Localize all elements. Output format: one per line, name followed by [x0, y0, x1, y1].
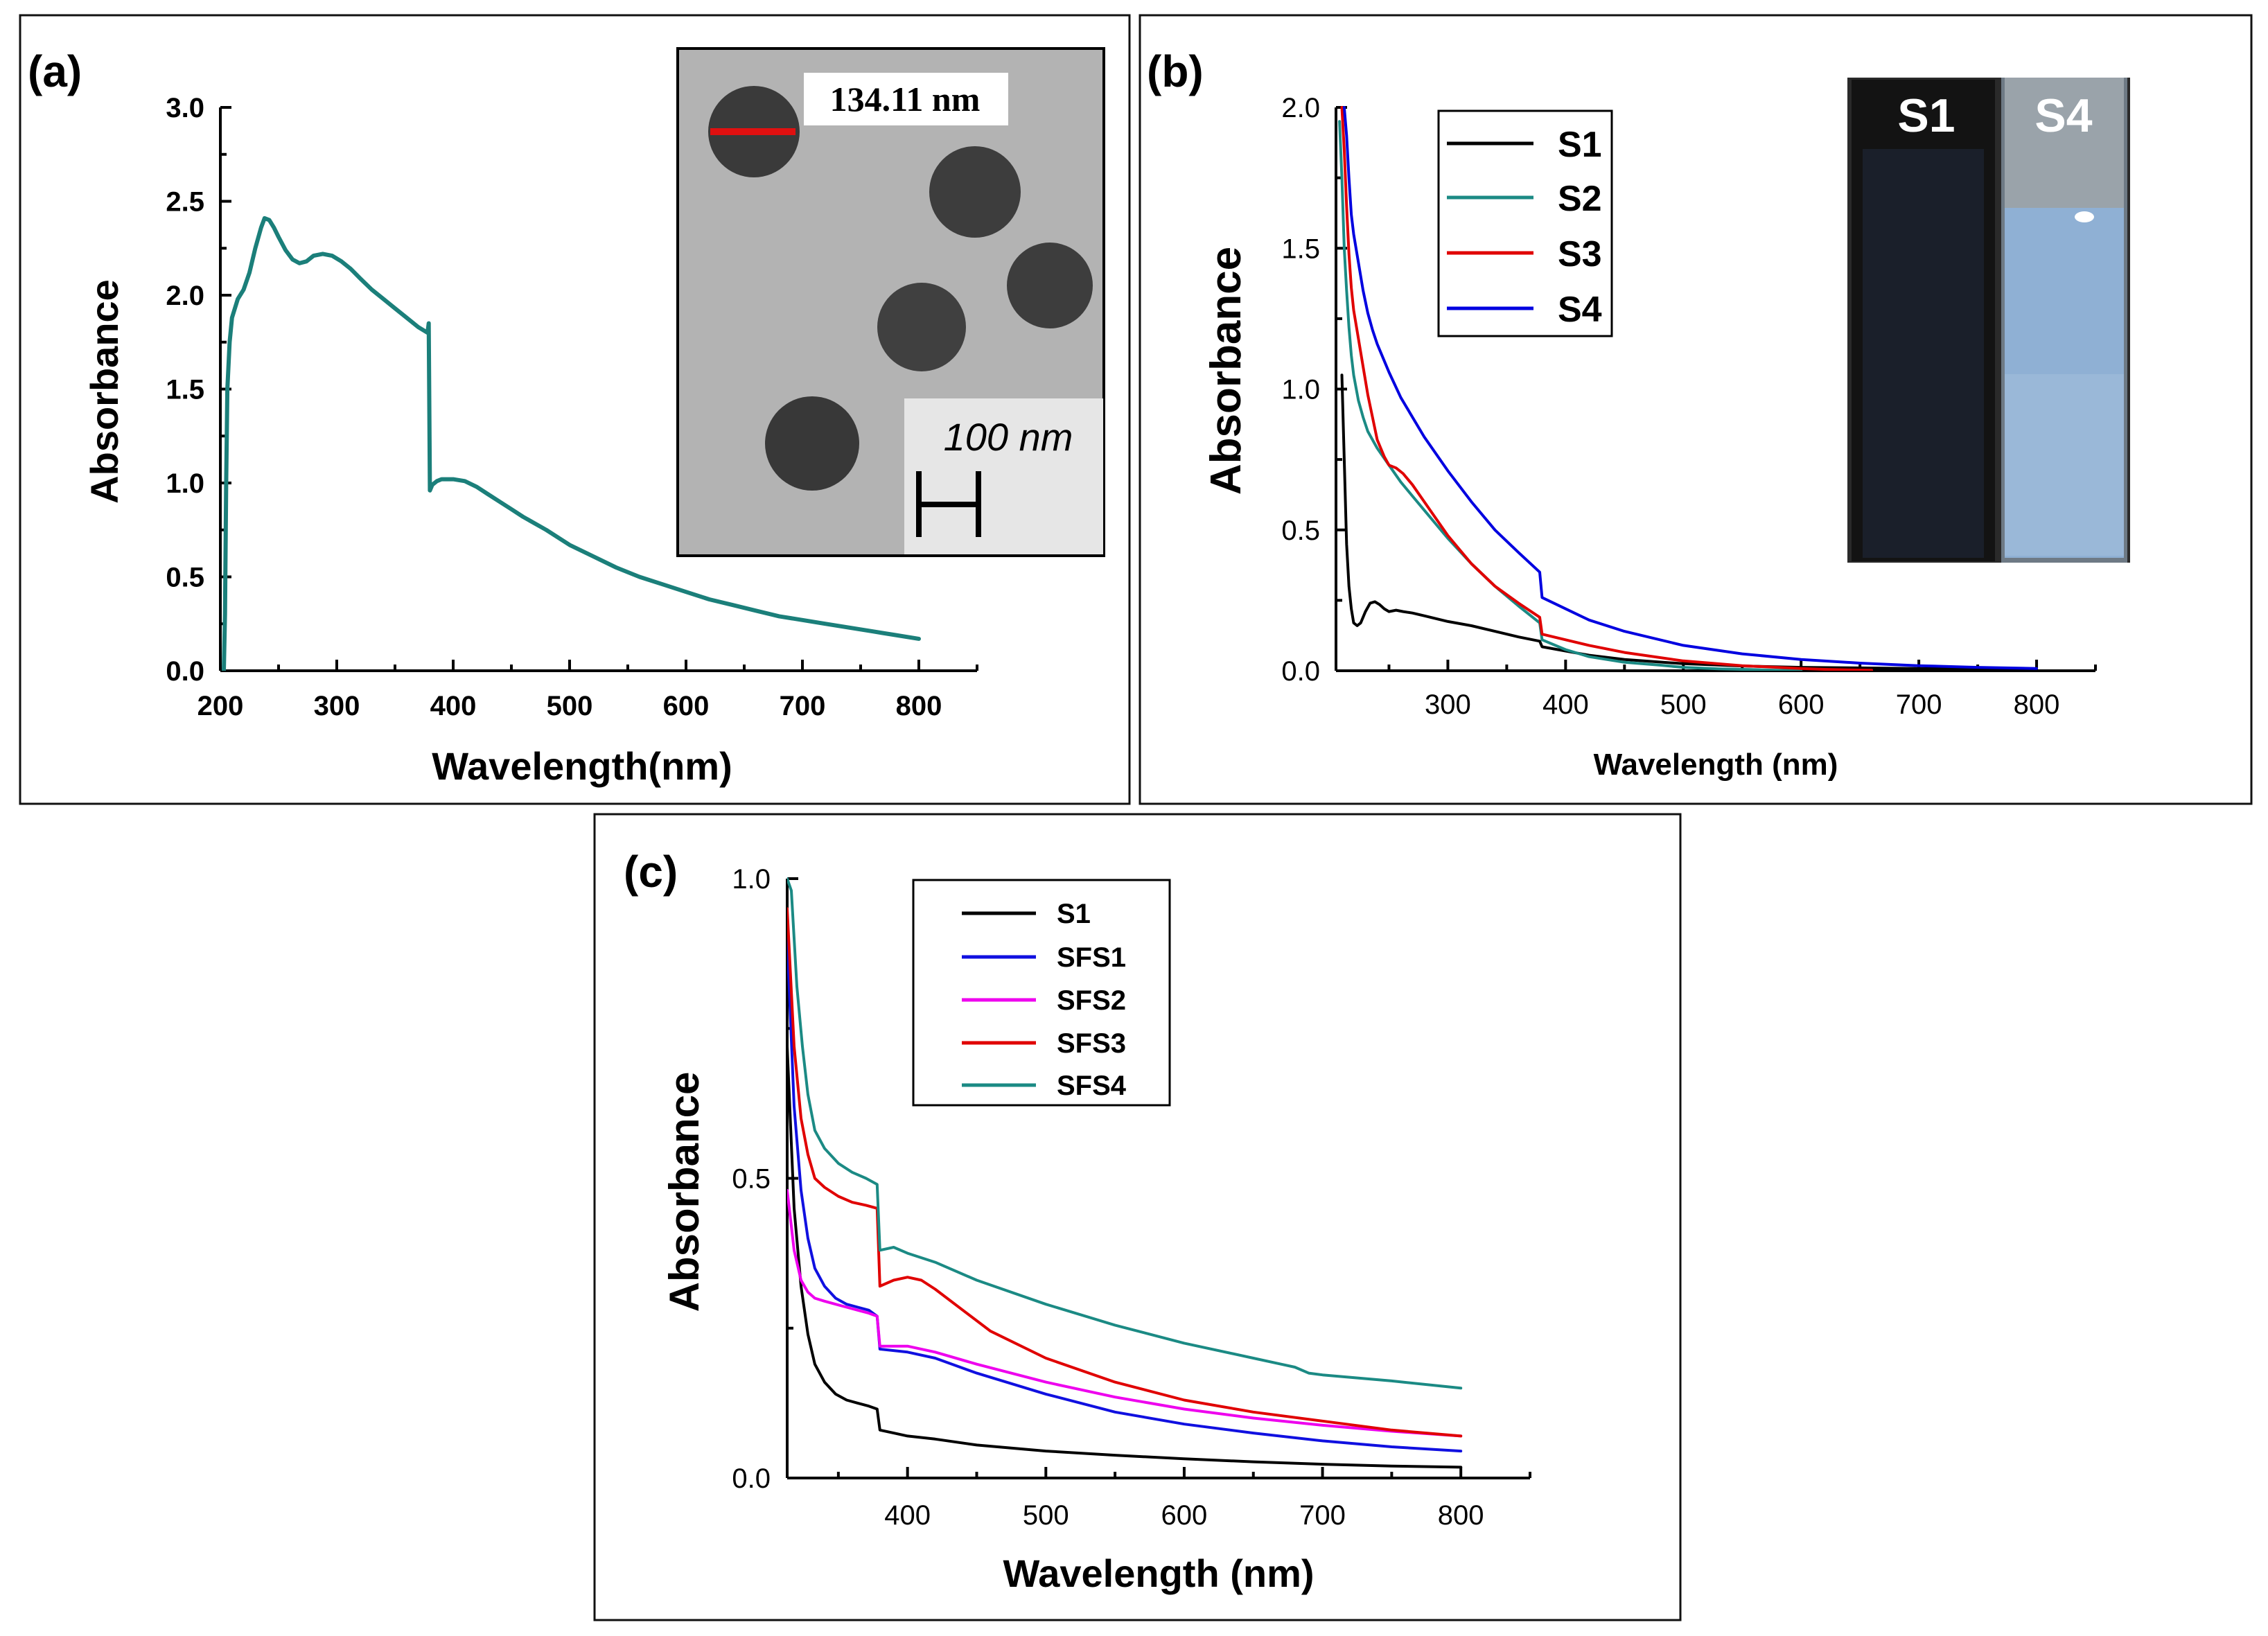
series-line-S1 [1340, 373, 2038, 671]
legend-label: S2 [1558, 179, 1602, 219]
y-tick-label: 0.5 [1281, 516, 1320, 546]
y-tick-label: 1.0 [1281, 375, 1320, 405]
panel-c-xlabel: Wavelength (nm) [1003, 1551, 1314, 1595]
y-tick-label: 1.5 [166, 375, 204, 405]
panel-b-letter: (b) [1147, 46, 1204, 96]
legend-label: S4 [1558, 290, 1602, 330]
series-line-SFS4 [787, 877, 1463, 1390]
series-line-sample [222, 216, 921, 671]
legend-label: SFS2 [1057, 985, 1126, 1016]
legend-item-S2: S2 [1447, 179, 1602, 219]
measurement-label-box [804, 73, 1008, 125]
y-tick-label: 0.0 [1281, 656, 1320, 687]
legend-label: SFS4 [1057, 1071, 1127, 1101]
nanoparticle-4 [877, 283, 966, 371]
legend-label: SFS3 [1057, 1028, 1126, 1059]
x-tick-label: 200 [197, 691, 244, 721]
measurement-label: 134.11 nm [830, 80, 981, 118]
panel-c-plot: 400 500 600 700 800 0.0 0.5 1.0 [732, 864, 1531, 1531]
panel-c-legend: S1 SFS1 SFS2 SFS3 SFS4 [912, 879, 1171, 1107]
panel-b-legend-box [1437, 109, 1613, 337]
x-tick-label: 600 [663, 691, 710, 721]
legend-item-SFS4: SFS4 [962, 1071, 1127, 1101]
panel-a: (a) 200 300 400 500 600 700 800 0.0 0.5 1.0 1.5 2.0… [19, 14, 1131, 805]
series-line-S1 [787, 1045, 1463, 1469]
y-tick-label: 2.0 [1281, 93, 1320, 123]
nanoparticle-2 [929, 146, 1021, 238]
x-tick-label: 600 [1161, 1500, 1208, 1531]
cuvette-S4-top [2005, 78, 2124, 209]
x-tick-label: 400 [430, 691, 477, 721]
y-tick-label: 1.5 [1281, 234, 1320, 264]
x-tick-label: 400 [1542, 689, 1589, 720]
panel-a-xlabel: Wavelength(nm) [432, 744, 732, 788]
y-tick-label: 0.0 [166, 656, 204, 687]
x-tick-label: 800 [2014, 689, 2060, 720]
y-tick-label: 3.0 [166, 93, 204, 123]
y-tick-label: 0.5 [732, 1164, 771, 1195]
scale-bar-label: 100 nm [944, 415, 1073, 459]
x-tick-label: 500 [1023, 1500, 1069, 1531]
cuvette-S1-liquid [1863, 149, 1984, 558]
panel-b-plot: 300 400 500 600 700 800 0.0 0.5 1.0 1.5 2.0 [1281, 93, 2097, 720]
legend-item-S3: S3 [1447, 234, 1602, 274]
x-tick-label: 800 [896, 691, 942, 721]
panel-a-plot: 200 300 400 500 600 700 800 0.0 0.5 1.0 1.5 2.0 2.5 3… [166, 93, 978, 721]
panel-c: (c) 400 500 600 700 800 0.0 0.5 1.0 Wavelength … [593, 813, 1682, 1621]
scale-bar [916, 471, 981, 537]
x-tick-label: 300 [1425, 689, 1471, 720]
x-tick-label: 300 [314, 691, 360, 721]
panel-c-ylabel: Absorbance [661, 1072, 707, 1312]
panel-b-inset-photo: S1 S4 [1847, 78, 2130, 563]
x-tick-label: 600 [1778, 689, 1825, 720]
panel-b-legend: S1 S2 S3 S4 [1437, 109, 1613, 337]
series-line-S4 [1342, 106, 2038, 670]
series-line-S3 [1340, 106, 1874, 671]
legend-item-SFS3: SFS3 [962, 1028, 1126, 1059]
legend-item-SFS2: SFS2 [962, 985, 1126, 1016]
photo-label-S4: S4 [2034, 89, 2092, 142]
legend-label: S1 [1558, 125, 1602, 165]
photo-label-S1: S1 [1897, 89, 1955, 142]
legend-item-S1: S1 [962, 899, 1091, 929]
y-tick-label: 2.5 [166, 187, 204, 218]
legend-item-S4: S4 [1447, 290, 1602, 330]
x-tick-label: 400 [884, 1500, 931, 1531]
legend-item-S1: S1 [1447, 125, 1602, 165]
x-tick-label: 500 [547, 691, 593, 721]
cuvette-S4-highlight [2075, 211, 2094, 222]
panel-a-inset-micrograph: 134.11 nm 100 nm [676, 47, 1105, 557]
panel-c-letter: (c) [624, 847, 678, 897]
y-tick-label: 0.0 [732, 1463, 771, 1494]
legend-item-SFS1: SFS1 [962, 942, 1126, 973]
series-line-S2 [1338, 120, 1803, 671]
series-line-SFS3 [787, 907, 1463, 1438]
panel-a-ylabel: Absorbance [82, 279, 126, 504]
legend-label: SFS1 [1057, 942, 1126, 973]
panel-b-xlabel: Wavelength (nm) [1594, 748, 1838, 782]
legend-label: S3 [1558, 234, 1602, 274]
y-tick-label: 1.0 [166, 468, 204, 499]
scale-bar-box [904, 398, 1103, 554]
x-tick-label: 500 [1660, 689, 1707, 720]
x-tick-label: 700 [1896, 689, 1942, 720]
legend-label: S1 [1057, 899, 1091, 929]
series-line-SFS2 [787, 1188, 1463, 1438]
x-tick-label: 700 [1299, 1500, 1346, 1531]
x-tick-label: 700 [780, 691, 826, 721]
nanoparticle-5 [765, 396, 859, 491]
panel-b-ylabel: Absorbance [1202, 247, 1250, 495]
panel-a-letter: (a) [28, 46, 82, 96]
y-tick-label: 2.0 [166, 281, 204, 311]
y-tick-label: 1.0 [732, 864, 771, 895]
nanoparticle-3 [1007, 243, 1093, 328]
cuvette-S4-lower [2005, 374, 2124, 556]
panel-c-legend-box [912, 879, 1171, 1107]
x-tick-label: 800 [1438, 1500, 1484, 1531]
panel-b: (b) 300 400 500 600 700 800 0.0 0.5 1.0 1.5 2.0 Wa… [1139, 14, 2253, 805]
y-tick-label: 0.5 [166, 563, 204, 593]
